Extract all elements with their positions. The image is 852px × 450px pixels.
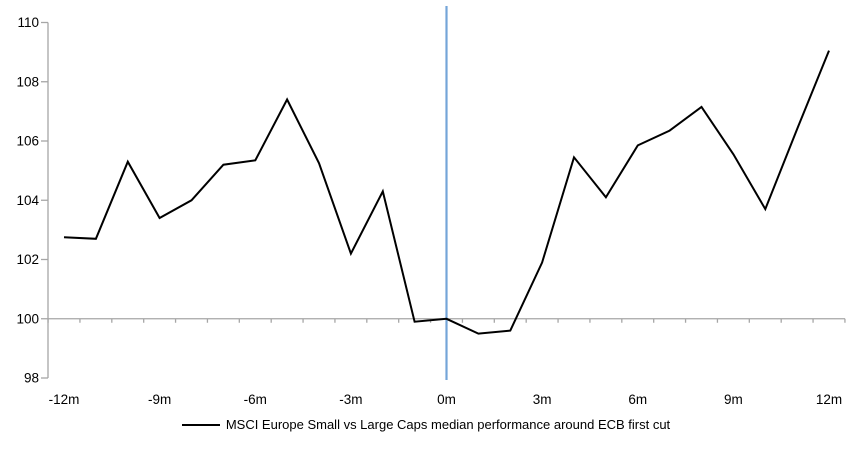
legend-label: MSCI Europe Small vs Large Caps median p… bbox=[225, 417, 671, 432]
y-axis-tick-label: 100 bbox=[16, 311, 39, 326]
legend-line-sample bbox=[181, 423, 220, 426]
x-axis-tick-label: 0m bbox=[437, 392, 456, 407]
x-axis-tick-label: -12m bbox=[49, 392, 80, 407]
x-axis-tick-label: 6m bbox=[628, 392, 647, 407]
y-axis-tick-label: 102 bbox=[16, 252, 39, 267]
x-axis-tick-label: 12m bbox=[816, 392, 842, 407]
series-line bbox=[63, 50, 830, 335]
y-axis-tick-label: 108 bbox=[16, 74, 39, 89]
y-axis-tick-label: 106 bbox=[16, 134, 39, 149]
x-axis-tick-label: -3m bbox=[339, 392, 362, 407]
x-axis-tick-label: 9m bbox=[724, 392, 743, 407]
y-axis-tick-label: 98 bbox=[24, 371, 39, 386]
x-axis-tick-label: -6m bbox=[244, 392, 267, 407]
legend: MSCI Europe Small vs Large Caps median p… bbox=[0, 417, 852, 432]
y-axis-tick-label: 104 bbox=[16, 193, 39, 208]
y-axis-tick-label: 110 bbox=[17, 15, 39, 30]
x-axis-tick-label: 3m bbox=[533, 392, 552, 407]
x-axis-tick-label: -9m bbox=[148, 392, 171, 407]
